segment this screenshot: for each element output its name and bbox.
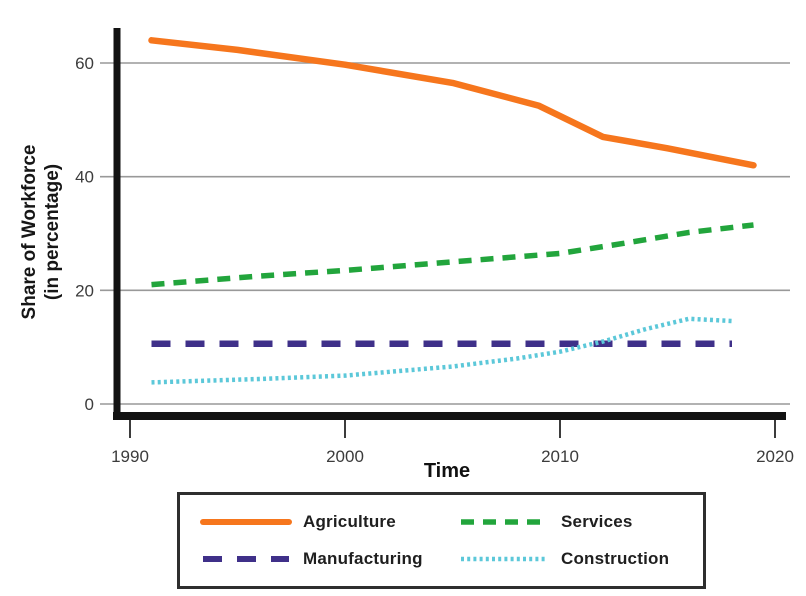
legend-label-services: Services <box>561 512 633 531</box>
x-ticks-group <box>129 420 776 438</box>
legend-label-agriculture: Agriculture <box>303 512 396 531</box>
x-tick-label: 2000 <box>326 447 364 466</box>
construction-line-swatch-icon <box>461 556 547 562</box>
x-tick-labels-group: 1990 2000 2010 2020 <box>111 447 794 466</box>
x-axis-title: Time <box>424 460 470 482</box>
legend-label-construction: Construction <box>561 549 670 568</box>
y-tick-label: 60 <box>75 54 94 73</box>
services-line-swatch-icon <box>461 519 547 525</box>
series-line-construction <box>151 316 733 385</box>
legend-item-construction: Construction <box>458 549 703 569</box>
y-tick-label: 20 <box>75 281 94 300</box>
y-axis-title-line1: Share of Workforce <box>18 144 40 320</box>
series-line-services <box>151 222 754 288</box>
y-tick-labels-group: 0 20 40 60 <box>75 54 94 414</box>
x-tick-label: 2010 <box>541 447 579 466</box>
series-line-agriculture <box>148 37 757 169</box>
gridlines-group <box>100 62 790 405</box>
legend-item-manufacturing: Manufacturing <box>200 549 458 569</box>
x-tick-label: 2020 <box>756 447 794 466</box>
legend-box: Agriculture Services Manufacturing Const… <box>177 492 706 589</box>
y-tick-label: 40 <box>75 168 94 187</box>
y-tick-label: 0 <box>85 395 94 414</box>
series-lines-group <box>148 37 757 385</box>
legend-item-services: Services <box>458 512 703 532</box>
legend-item-agriculture: Agriculture <box>200 512 458 532</box>
agriculture-line-swatch-icon <box>200 519 292 525</box>
manufacturing-line-swatch-icon <box>203 556 289 562</box>
y-axis-title-line2: (in percentage) <box>42 163 63 301</box>
y-axis-title: Share of Workforce (in percentage) <box>18 145 64 320</box>
legend-label-manufacturing: Manufacturing <box>303 549 423 568</box>
x-tick-label: 1990 <box>111 447 149 466</box>
plot-svg: 0 20 40 60 1990 2000 2010 2020 Time <box>75 28 794 482</box>
